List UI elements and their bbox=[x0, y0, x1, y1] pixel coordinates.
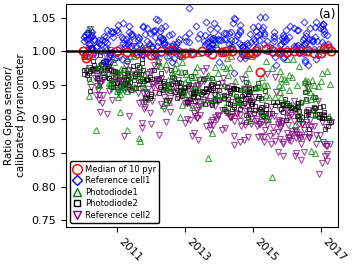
Y-axis label: Ratio Gpoa sensor/
calibrated pyranometer: Ratio Gpoa sensor/ calibrated pyranomete… bbox=[4, 54, 26, 177]
Text: (a): (a) bbox=[319, 8, 336, 21]
Legend: Median of 10 pyr, Reference cell1, Photodiode1, Photodiode2, Reference cell2: Median of 10 pyr, Reference cell1, Photo… bbox=[70, 161, 159, 223]
